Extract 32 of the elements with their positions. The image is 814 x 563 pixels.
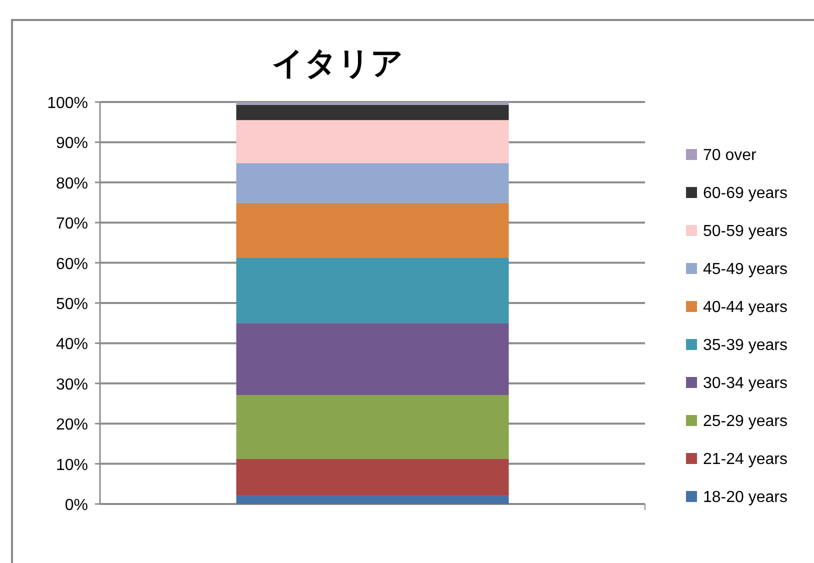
bar	[236, 120, 509, 164]
bar	[236, 104, 509, 120]
bar	[236, 458, 509, 496]
y-tick-label: 0%	[64, 497, 88, 514]
legend-label: 21-24 years	[703, 451, 788, 468]
bar	[236, 258, 509, 324]
y-tick-label: 50%	[56, 296, 88, 313]
y-tick-label: 60%	[56, 256, 88, 273]
bar	[236, 496, 509, 504]
y-tick-label: 40%	[56, 336, 88, 354]
chart-title: イタリア	[272, 45, 404, 81]
legend-label: 70 over	[703, 147, 758, 164]
legend-label: 45-49 years	[703, 261, 788, 278]
legend-label: 40-44 years	[703, 299, 788, 316]
legend-label: 60-69 years	[703, 185, 788, 202]
y-tick-label: 100%	[47, 95, 88, 112]
bar	[236, 395, 509, 459]
y-tick-label: 70%	[56, 216, 88, 233]
legend-label: 25-29 years	[703, 413, 788, 430]
y-tick-label: 90%	[56, 135, 88, 152]
y-tick-label: 20%	[56, 416, 88, 434]
legend-label: 35-39 years	[703, 337, 788, 354]
bar	[236, 102, 509, 105]
y-tick-label: 80%	[56, 175, 88, 192]
bar	[236, 163, 509, 203]
legend-label: 18-20 years	[703, 489, 788, 506]
bar	[236, 202, 509, 258]
y-tick-label: 30%	[56, 376, 88, 394]
legend-label: 50-59 years	[703, 223, 788, 240]
bar	[236, 323, 509, 396]
legend-label: 30-34 years	[703, 375, 788, 392]
y-tick-label: 10%	[56, 456, 88, 474]
